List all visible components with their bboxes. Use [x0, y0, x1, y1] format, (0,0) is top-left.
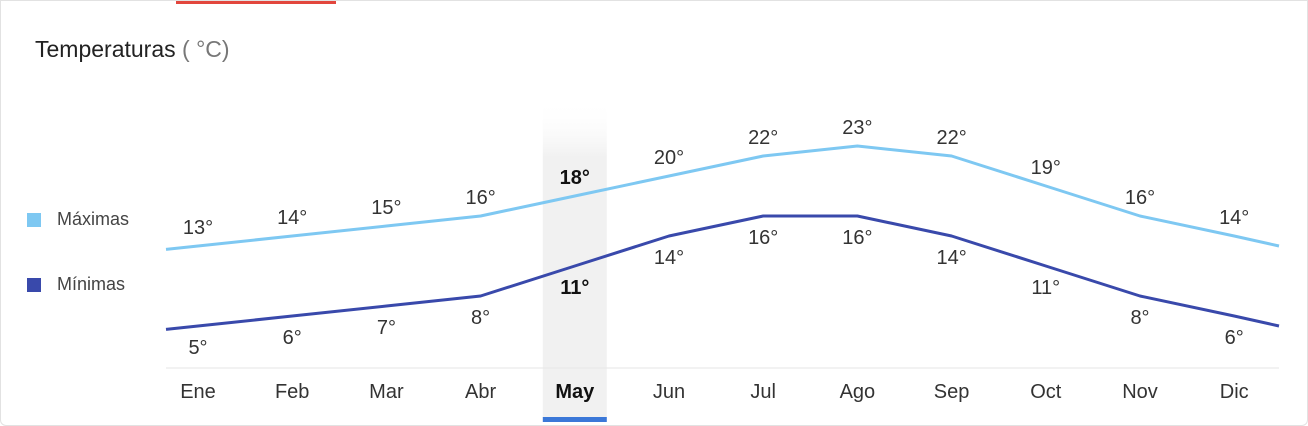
data-label-min: 6° [283, 327, 302, 349]
month-tab-sep[interactable]: Sep [934, 381, 970, 403]
data-label-min: 14° [936, 247, 966, 269]
chart-title-text: Temperaturas [35, 36, 176, 62]
month-tab-mar[interactable]: Mar [369, 381, 404, 403]
series-line-max [165, 144, 1280, 251]
legend-swatch-max [27, 212, 41, 227]
month-tab-jul[interactable]: Jul [750, 381, 776, 403]
legend-item-max: Máximas [27, 209, 129, 230]
series-line-min [165, 214, 1280, 331]
legend-item-min: Mínimas [27, 274, 125, 295]
data-label-max: 16° [465, 187, 495, 209]
data-label-max: 22° [748, 127, 778, 149]
data-label-min: 11° [560, 277, 589, 299]
month-tab-jun[interactable]: Jun [653, 381, 685, 403]
data-label-max: 20° [654, 147, 684, 169]
selected-month-indicator [542, 417, 607, 422]
data-label-max: 14° [1219, 207, 1249, 229]
data-label-min: 8° [471, 307, 490, 329]
month-tab-dic[interactable]: Dic [1220, 381, 1249, 403]
data-label-max: 18° [560, 167, 590, 189]
chart-title: Temperaturas ( °C) [35, 36, 230, 63]
month-tab-feb[interactable]: Feb [275, 381, 309, 403]
active-tab-indicator [176, 1, 336, 4]
data-label-max: 22° [936, 127, 966, 149]
data-label-min: 7° [377, 317, 396, 339]
legend-label-min: Mínimas [57, 274, 126, 294]
data-label-max: 23° [842, 117, 872, 139]
data-label-min: 16° [748, 227, 778, 249]
data-label-min: 6° [1225, 327, 1244, 349]
data-label-max: 19° [1031, 157, 1061, 179]
month-tab-abr[interactable]: Abr [465, 381, 496, 403]
month-tab-ene[interactable]: Ene [180, 381, 216, 403]
month-tab-oct[interactable]: Oct [1030, 381, 1062, 403]
data-label-min: 5° [188, 337, 207, 359]
legend-swatch-min [27, 277, 41, 292]
data-label-max: 14° [277, 207, 307, 229]
month-tab-ago[interactable]: Ago [840, 381, 876, 403]
month-tab-nov[interactable]: Nov [1122, 381, 1158, 403]
data-label-max: 16° [1125, 187, 1155, 209]
data-label-min: 14° [654, 247, 684, 269]
data-label-min: 16° [842, 227, 872, 249]
legend-label-max: Máximas [57, 209, 130, 229]
data-label-max: 13° [183, 217, 213, 239]
data-label-min: 11° [1031, 277, 1060, 299]
chart-unit: ( °C) [182, 36, 230, 62]
data-label-max: 15° [371, 197, 401, 219]
month-tab-may[interactable]: May [555, 381, 595, 403]
data-label-min: 8° [1130, 307, 1149, 329]
